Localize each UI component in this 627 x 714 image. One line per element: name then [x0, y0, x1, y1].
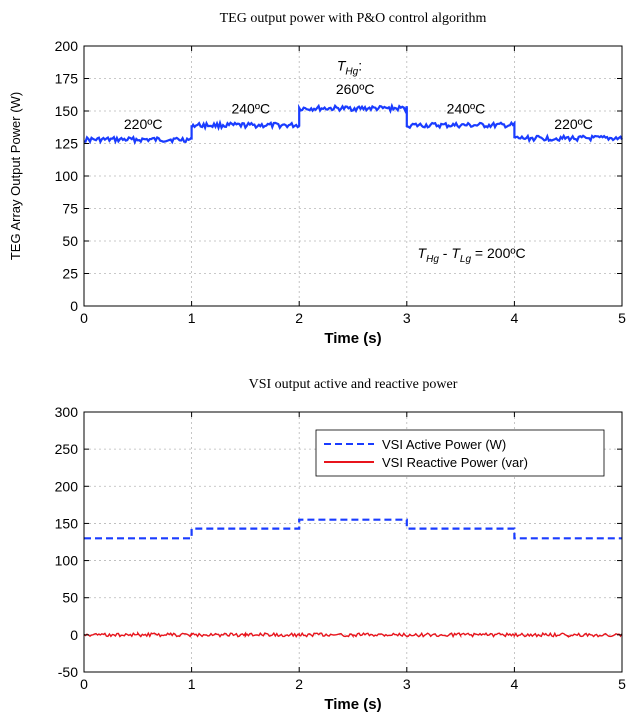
annotation-label: 220ºC	[554, 116, 593, 132]
annotation-label: 240ºC	[447, 101, 486, 117]
legend-box	[315, 429, 605, 477]
plot-area	[84, 46, 622, 306]
annotation-part: T	[337, 58, 347, 74]
y-tick-label: 200	[55, 38, 79, 54]
y-tick-label: 75	[62, 201, 78, 217]
formula-part: -	[439, 245, 451, 261]
y-tick-label: 150	[55, 103, 79, 119]
x-tick-label: 1	[188, 310, 196, 326]
annotation-label: 240ºC	[231, 101, 270, 117]
series-line-1	[84, 518, 622, 540]
series-line-1	[83, 102, 623, 146]
formula-part: = 200ºC	[471, 245, 526, 261]
x-tick-label: 0	[80, 676, 88, 692]
y-tick-label: 175	[55, 71, 79, 87]
y-tick-label: 150	[55, 515, 79, 531]
chart-title: TEG output power with P&O control algori…	[220, 11, 487, 26]
x-tick-label: 1	[188, 676, 196, 692]
y-tick-label: 0	[70, 298, 78, 314]
x-tick-label: 5	[618, 310, 626, 326]
annotation-label: THg:	[337, 58, 362, 78]
x-tick-label: 4	[511, 310, 519, 326]
x-tick-label: 4	[511, 676, 519, 692]
x-tick-label: 3	[403, 310, 411, 326]
annotation-part: :	[358, 58, 362, 74]
annotation-subscript: Hg	[345, 67, 358, 78]
x-tick-label: 5	[618, 676, 626, 692]
series-line-2	[83, 631, 623, 639]
x-tick-label: 3	[403, 676, 411, 692]
annotation-label: 220ºC	[124, 116, 163, 132]
chart-title: VSI output active and reactive power	[249, 377, 458, 392]
x-tick-label: 0	[80, 310, 88, 326]
x-axis-label: Time (s)	[324, 696, 381, 713]
y-tick-label: 50	[62, 590, 78, 606]
axes-frame	[83, 411, 623, 673]
formula-subscript: Hg	[426, 254, 439, 265]
x-tick-label: 2	[295, 676, 303, 692]
legend-label-2: VSI Reactive Power (var)	[382, 455, 528, 470]
formula-subscript: Lg	[460, 254, 472, 265]
annotation-label: 260ºC	[336, 81, 375, 97]
y-tick-label: 25	[62, 266, 78, 282]
formula-part: T	[418, 245, 428, 261]
y-tick-label: -50	[58, 664, 78, 680]
y-tick-label: 100	[55, 168, 79, 184]
chart-1: TEG output power with P&O control algori…	[8, 11, 626, 347]
annotation-formula: THg - TLg = 200ºC	[418, 245, 526, 265]
legend-label-1: VSI Active Power (W)	[382, 437, 506, 452]
y-tick-label: 50	[62, 233, 78, 249]
y-tick-label: 250	[55, 441, 79, 457]
y-tick-label: 200	[55, 478, 79, 494]
formula-part: T	[451, 245, 461, 261]
y-tick-label: 125	[55, 136, 79, 152]
chart-2: VSI output active and reactive power 0 1 2 3…	[55, 377, 626, 713]
y-axis-label: TEG Array Output Power (W)	[8, 92, 23, 260]
y-tick-label: 300	[55, 404, 79, 420]
x-tick-label: 2	[295, 310, 303, 326]
x-axis-label: Time (s)	[324, 330, 381, 347]
y-tick-label: 100	[55, 553, 79, 569]
y-tick-label: 0	[70, 627, 78, 643]
